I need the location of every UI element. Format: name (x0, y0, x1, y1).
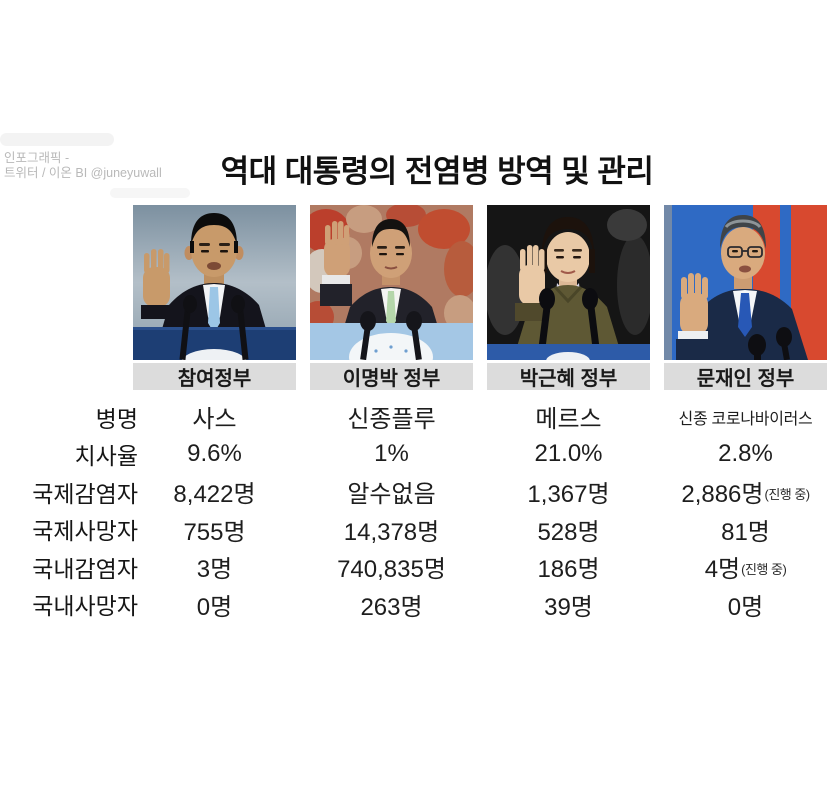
moon-portrait-illustration (664, 205, 827, 360)
watermark-line1: 인포그래픽 - (4, 151, 70, 165)
row-label-domestic-deaths: 국내사망자 (32, 593, 138, 620)
cell-lee-domestic-infected: 740,835명 (337, 556, 446, 584)
column-header-lee-government: 이명박 정부 (310, 363, 473, 390)
cell-lee-intl-infected: 알수없음 (347, 481, 436, 509)
photo-lee-myung-bak (310, 205, 473, 360)
cell-roh-intl-infected: 8,422명 (173, 481, 256, 509)
row-label-intl-infected: 국제감염자 (32, 480, 138, 507)
cell-roh-intl-deaths: 755명 (183, 518, 246, 546)
cell-moon-domestic-infected: 4명 (진행 중) (704, 556, 787, 584)
cell-lee-disease: 신종플루 (347, 406, 436, 434)
cell-lee-fatality: 1% (374, 440, 409, 468)
cell-moon-fatality: 2.8% (718, 440, 773, 468)
lee-portrait-illustration (310, 205, 473, 360)
column-header-roh-government: 참여정부 (133, 363, 296, 390)
faded-ui-pill (0, 133, 114, 146)
cell-park-intl-infected: 1,367명 (527, 481, 610, 509)
cell-lee-domestic-deaths: 263명 (360, 593, 423, 621)
column-header-moon-government: 문재인 정부 (664, 363, 827, 390)
photo-moon-jae-in (664, 205, 827, 360)
cell-lee-intl-deaths: 14,378명 (343, 518, 440, 546)
cell-moon-disease: 신종 코로나바이러스 (678, 410, 813, 428)
ongoing-note: (진행 중) (741, 562, 787, 578)
cell-park-intl-deaths: 528명 (537, 518, 600, 546)
cell-park-domestic-deaths: 39명 (544, 593, 593, 621)
cell-roh-domestic-infected: 3명 (196, 556, 233, 584)
photo-roh-moo-hyun (133, 205, 296, 360)
watermark: 인포그래픽 - 트위터 / 이온 BI @juneyuwall (4, 151, 162, 182)
data-table: 병명 사스 신종플루 메르스 신종 코로나바이러스 치사율 9.6% 1% 21… (0, 398, 830, 623)
cell-park-domestic-infected: 186명 (537, 556, 600, 584)
table-row-intl-deaths: 국제사망자 755명 14,378명 528명 81명 (0, 511, 830, 549)
cell-moon-domestic-deaths: 0명 (727, 593, 764, 621)
cell-moon-intl-deaths: 81명 (721, 518, 770, 546)
photo-park-geun-hye (487, 205, 650, 360)
park-portrait-illustration (487, 205, 650, 360)
table-row-fatality-rate: 치사율 9.6% 1% 21.0% 2.8% (0, 436, 830, 474)
cell-moon-intl-infected: 2,886명 (진행 중) (681, 481, 810, 509)
watermark-line2: 트위터 / 이온 BI @juneyuwall (4, 166, 162, 181)
row-label-fatality-rate: 치사율 (74, 443, 138, 470)
table-row-intl-infected: 국제감염자 8,422명 알수없음 1,367명 2,886명 (진행 중) (0, 473, 830, 511)
cell-park-fatality: 21.0% (534, 440, 603, 468)
table-row-domestic-deaths: 국내사망자 0명 263명 39명 0명 (0, 586, 830, 624)
table-row-disease: 병명 사스 신종플루 메르스 신종 코로나바이러스 (0, 398, 830, 436)
column-header-park-government: 박근혜 정부 (487, 363, 650, 390)
table-row-domestic-infected: 국내감염자 3명 740,835명 186명 4명 (진행 중) (0, 548, 830, 586)
faded-ui-pill-2 (110, 188, 190, 198)
row-label-intl-deaths: 국제사망자 (32, 518, 138, 545)
cell-roh-disease: 사스 (192, 406, 237, 434)
cell-park-disease: 메르스 (535, 406, 602, 434)
row-label-disease: 병명 (95, 405, 138, 432)
page-title: 역대 대통령의 전염병 방역 및 관리 (220, 154, 654, 189)
cell-roh-fatality: 9.6% (187, 440, 242, 468)
cell-roh-domestic-deaths: 0명 (196, 593, 233, 621)
roh-portrait-illustration (133, 205, 296, 360)
row-label-domestic-infected: 국내감염자 (32, 555, 138, 582)
ongoing-note: (진행 중) (764, 487, 810, 503)
